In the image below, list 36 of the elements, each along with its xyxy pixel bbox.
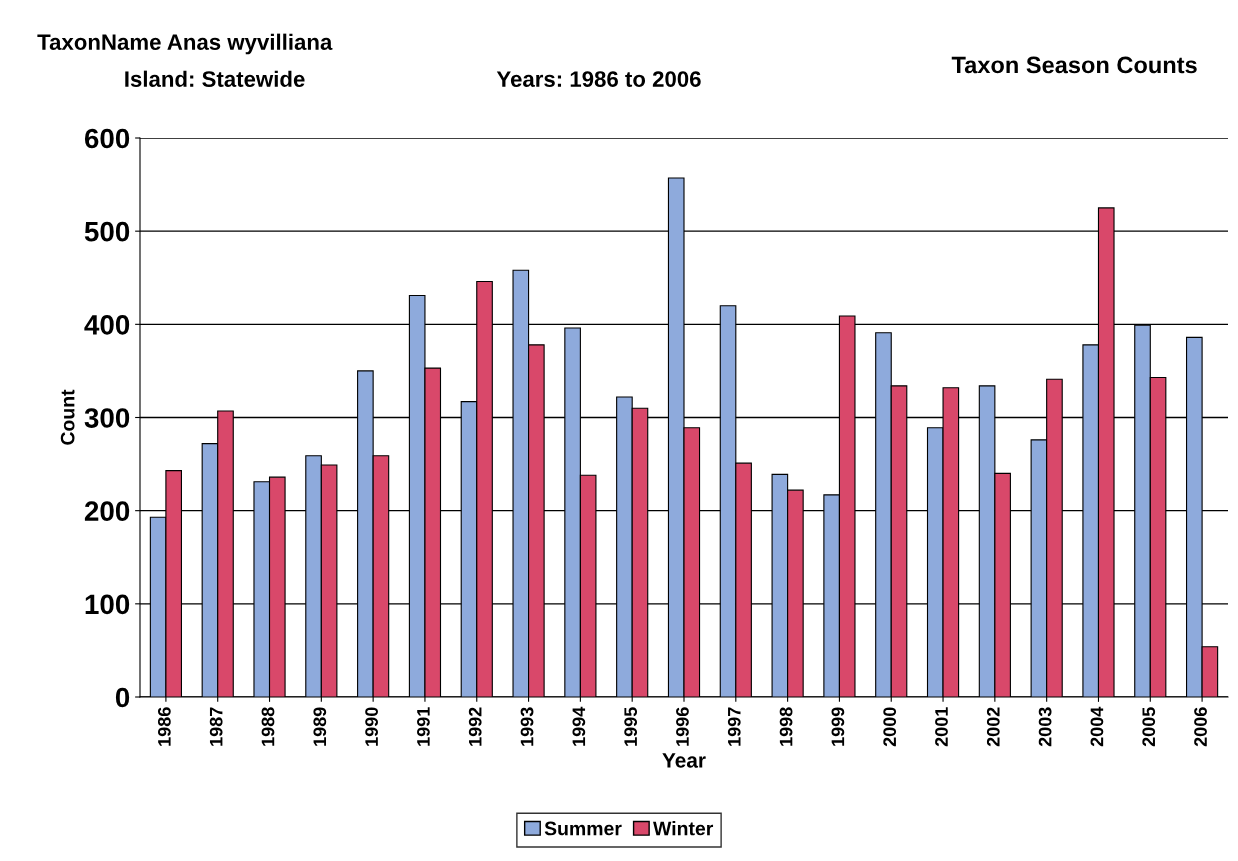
y-tick-label: 600 [84, 128, 130, 149]
legend-label: Winter [653, 821, 714, 836]
x-tick-label: 1993 [520, 707, 534, 746]
x-tick-label: 1987 [209, 707, 223, 746]
y-tick-label: 500 [84, 221, 130, 242]
y-axis-title: Count [60, 389, 75, 445]
x-tick-label: 1986 [157, 707, 171, 746]
x-tick-label: 2001 [935, 707, 948, 747]
x-tick-label: 1997 [727, 707, 741, 746]
x-tick-label: 1991 [417, 707, 430, 746]
x-tick-label: 2002 [986, 707, 1000, 747]
x-tick-label: 1989 [313, 707, 327, 746]
text: Island: Statewide [125, 70, 305, 87]
x-tick-label: 2005 [1142, 707, 1156, 747]
x-tick-label: 1990 [365, 707, 378, 746]
legend-label: Summer [544, 821, 622, 836]
x-tick-label: 2003 [1038, 707, 1052, 747]
y-tick-label: 0 [115, 687, 130, 708]
x-tick-label: 2000 [883, 707, 897, 747]
chart-title: Taxon Season Counts [951, 56, 1197, 74]
y-tick-label: 200 [84, 501, 130, 522]
x-tick-label: 1995 [624, 707, 638, 746]
text: Years: 1986 to 2006 [496, 71, 701, 87]
text: TaxonName Anas wyvilliana [37, 33, 333, 55]
y-tick-label: 100 [85, 594, 130, 615]
x-tick-label: 1988 [261, 707, 275, 746]
x-tick-label: 1998 [779, 707, 793, 746]
x-tick-label: 1994 [572, 706, 586, 746]
x-tick-label: 2004 [1090, 706, 1104, 747]
y-tick-label: 400 [84, 315, 130, 335]
x-tick-label: 2006 [1194, 707, 1207, 747]
x-tick-label: 1996 [676, 707, 689, 746]
x-tick-label: 1999 [831, 707, 845, 746]
y-tick-label: 300 [84, 408, 130, 428]
x-tick-label: 1992 [468, 707, 482, 746]
x-axis-title: Year [662, 753, 706, 768]
